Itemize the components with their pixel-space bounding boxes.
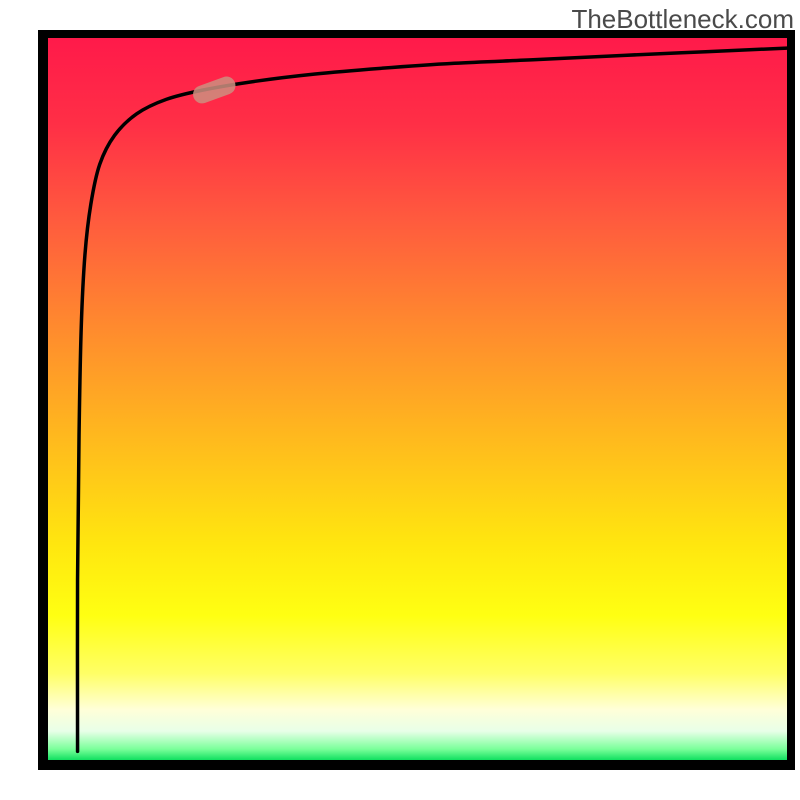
chart-container: TheBottleneck.com [0, 0, 800, 800]
curve-layer [0, 0, 800, 800]
curve-marker [191, 74, 239, 106]
performance-curve [77, 48, 787, 751]
watermark-text: TheBottleneck.com [571, 4, 794, 35]
